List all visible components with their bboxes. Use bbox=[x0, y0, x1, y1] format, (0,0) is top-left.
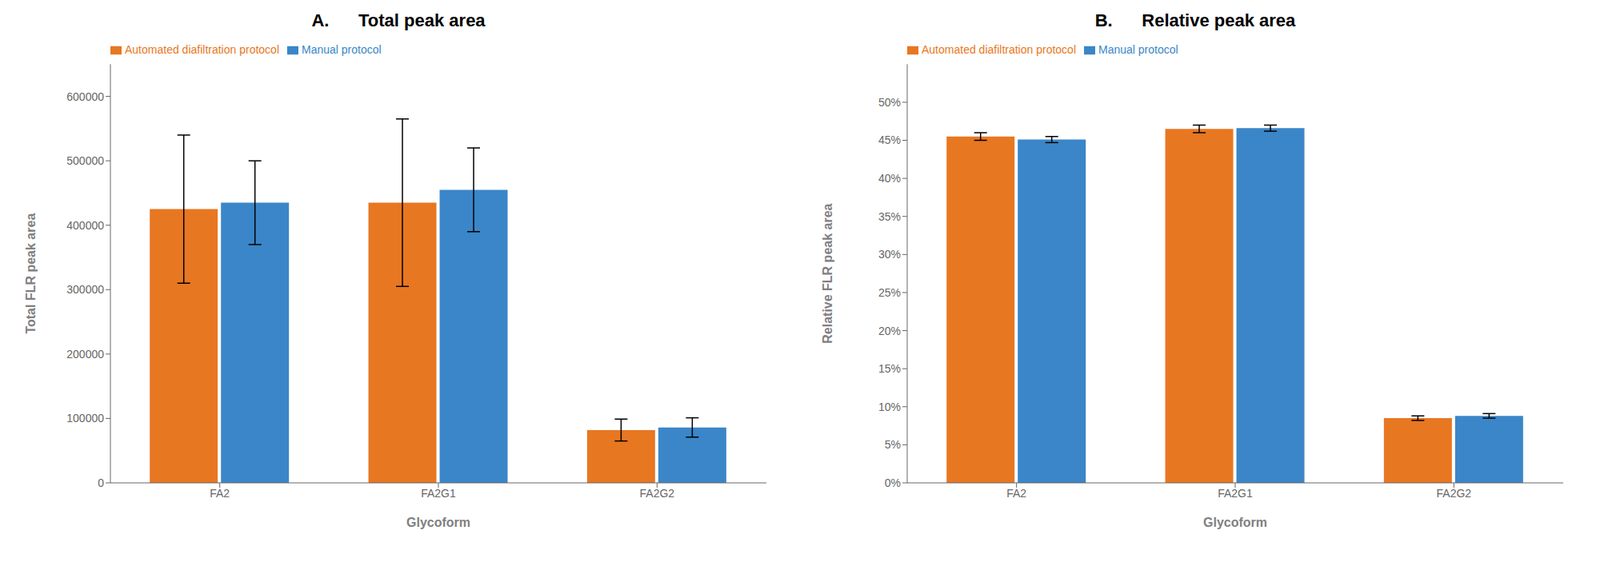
html-text:Automated diafiltration protoc: Automated diafiltration protocol bbox=[124, 43, 280, 56]
svg-text:10%: 10% bbox=[878, 400, 901, 414]
svg-text:FA2: FA2 bbox=[209, 487, 230, 500]
svg-text:Glycoform: Glycoform bbox=[406, 516, 471, 530]
svg-text:FA2G2: FA2G2 bbox=[640, 487, 676, 500]
svg-text:600000: 600000 bbox=[66, 90, 104, 104]
svg-text:0: 0 bbox=[97, 476, 104, 490]
html-text:B. Relative peak area: B. Relative peak area bbox=[1094, 10, 1296, 31]
html-text:Manual protocol: Manual protocol bbox=[301, 43, 382, 56]
svg-text:0%: 0% bbox=[884, 476, 901, 490]
svg-text:35%: 35% bbox=[878, 210, 901, 224]
svg-text:300000: 300000 bbox=[66, 283, 104, 296]
svg-text:Total FLR peak area: Total FLR peak area bbox=[24, 213, 38, 335]
svg-text:50%: 50% bbox=[878, 96, 901, 109]
svg-text:40%: 40% bbox=[878, 172, 901, 185]
svg-text:20%: 20% bbox=[878, 324, 901, 338]
html-text:Automated diafiltration protoc: Automated diafiltration protocol bbox=[921, 43, 1076, 56]
html-text:Manual protocol: Manual protocol bbox=[1098, 43, 1179, 56]
svg-text:100000: 100000 bbox=[66, 412, 104, 425]
html-text:A. Total peak area: A. Total peak area bbox=[311, 10, 486, 31]
svg-text:200000: 200000 bbox=[66, 348, 104, 361]
svg-text:5%: 5% bbox=[884, 438, 901, 452]
svg-text:Relative FLR peak area: Relative FLR peak area bbox=[820, 203, 835, 344]
svg-text:FA2G1: FA2G1 bbox=[1217, 487, 1253, 500]
svg-text:45%: 45% bbox=[878, 133, 901, 147]
svg-text:FA2: FA2 bbox=[1006, 487, 1027, 500]
svg-text:500000: 500000 bbox=[66, 154, 104, 168]
svg-text:400000: 400000 bbox=[66, 219, 104, 232]
svg-text:15%: 15% bbox=[878, 362, 901, 376]
svg-text:Glycoform: Glycoform bbox=[1203, 516, 1268, 530]
svg-text:25%: 25% bbox=[878, 286, 901, 300]
svg-text:FA2G1: FA2G1 bbox=[420, 487, 456, 500]
svg-text:FA2G2: FA2G2 bbox=[1436, 487, 1472, 500]
svg-text:30%: 30% bbox=[878, 248, 901, 261]
